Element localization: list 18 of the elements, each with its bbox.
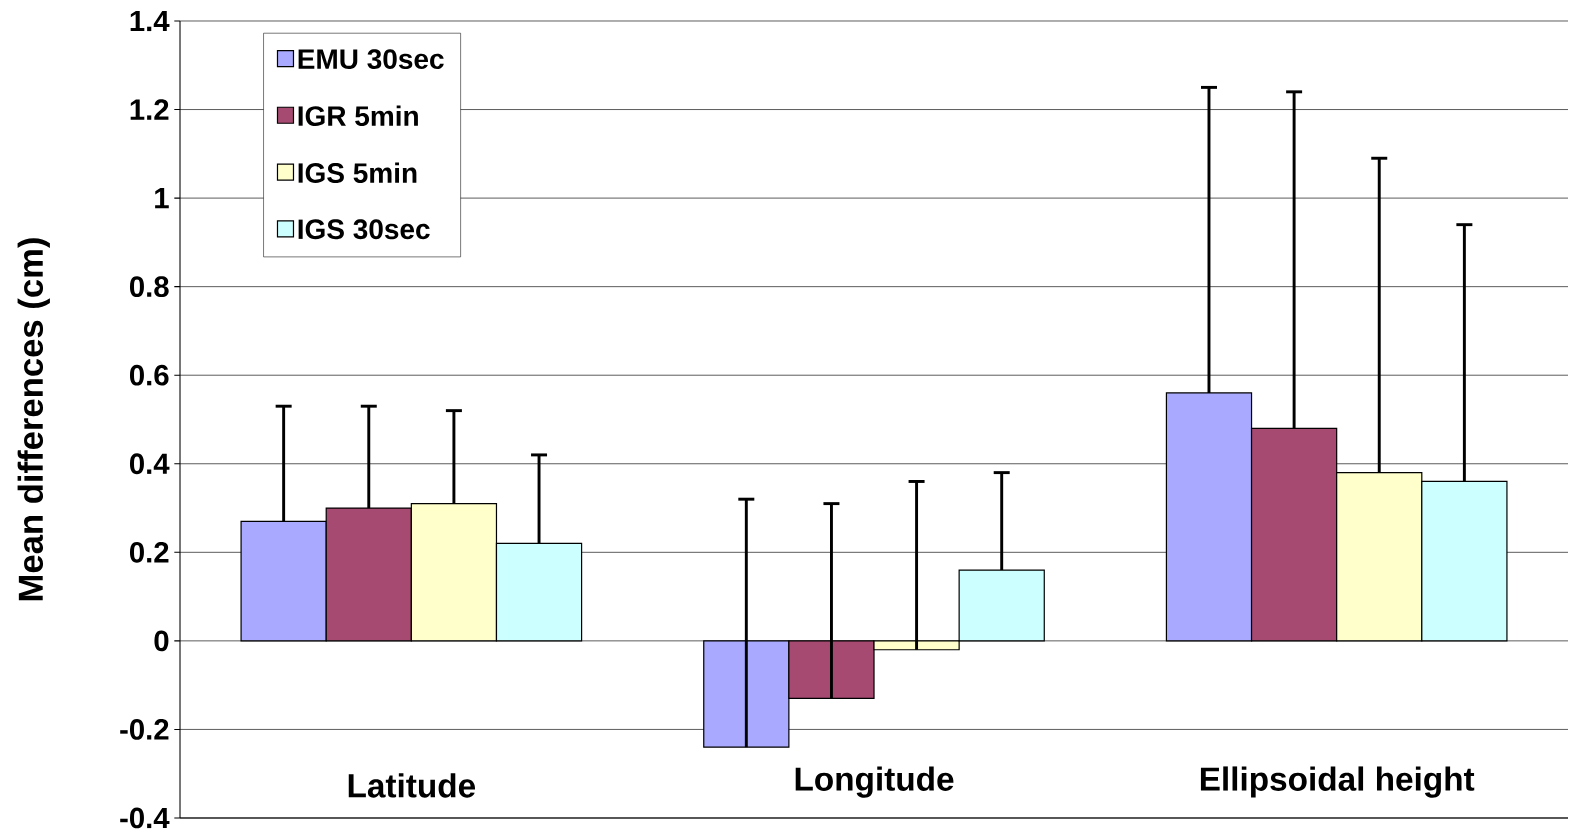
- x-tick-label: Longitude: [795, 766, 954, 798]
- legend-label: IGS 30sec: [298, 219, 430, 240]
- y-axis-title: Mean differences (cm): [17, 238, 50, 601]
- y-tick-label: 0.8: [129, 276, 169, 298]
- x-tick-label: Ellipsoidal height: [1200, 766, 1475, 798]
- y-tick-label: -0.4: [120, 807, 170, 829]
- y-tick-label: 1.2: [130, 99, 169, 120]
- y-tick-label: -0.2: [120, 719, 169, 740]
- legend-label: EMU 30sec: [298, 49, 444, 70]
- y-tick-label: 0.2: [129, 541, 169, 563]
- y-tick-label: 0.4: [129, 453, 170, 475]
- y-tick-label: 0.6: [129, 364, 169, 386]
- y-tick-label: 1.4: [130, 10, 170, 32]
- legend-label: IGR 5min: [298, 105, 418, 126]
- y-tick-label: 0: [154, 630, 169, 652]
- x-tick-label: Latitude: [348, 773, 476, 798]
- y-tick-label: 1: [155, 188, 169, 209]
- legend-label: IGS 5min: [298, 162, 417, 183]
